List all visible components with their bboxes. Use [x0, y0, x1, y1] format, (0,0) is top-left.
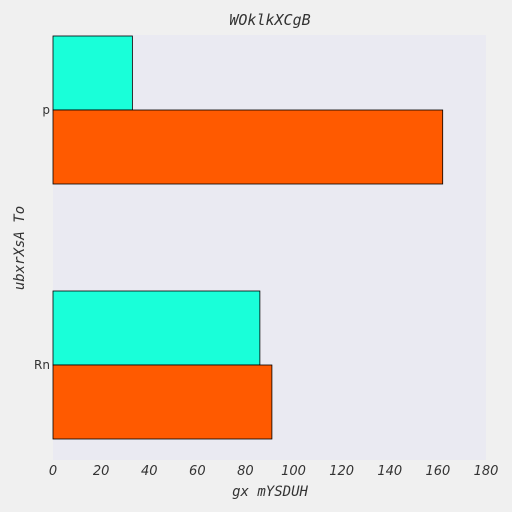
- x-tick-label: 0: [49, 464, 57, 479]
- y-axis-label: ubxrXsA To: [12, 206, 28, 290]
- x-axis-ticks: 0 20 40 60 80 100 120 140 160 180: [49, 464, 499, 479]
- bar-series1-rn: [52, 290, 261, 366]
- y-axis-ticks: p Rn: [34, 103, 50, 372]
- bars-group: [52, 35, 444, 440]
- x-tick-label: 40: [141, 464, 158, 479]
- x-tick-label: 80: [237, 464, 254, 479]
- x-tick-label: 180: [474, 464, 499, 479]
- chart-title: WOklkXCgB: [229, 11, 310, 29]
- y-tick-label: p: [42, 103, 50, 117]
- x-tick-label: 160: [425, 464, 450, 479]
- x-tick-label: 140: [377, 464, 402, 479]
- bar-series1-p: [52, 35, 133, 111]
- bar-series2-p: [52, 109, 444, 185]
- x-tick-label: 60: [189, 464, 206, 479]
- x-tick-label: 20: [93, 464, 110, 479]
- bar-series2-rn: [52, 364, 273, 440]
- x-tick-label: 120: [329, 464, 354, 479]
- y-tick-label: Rn: [34, 358, 50, 372]
- x-axis-label: gx mYSDUH: [232, 484, 308, 500]
- x-tick-label: 100: [281, 464, 306, 479]
